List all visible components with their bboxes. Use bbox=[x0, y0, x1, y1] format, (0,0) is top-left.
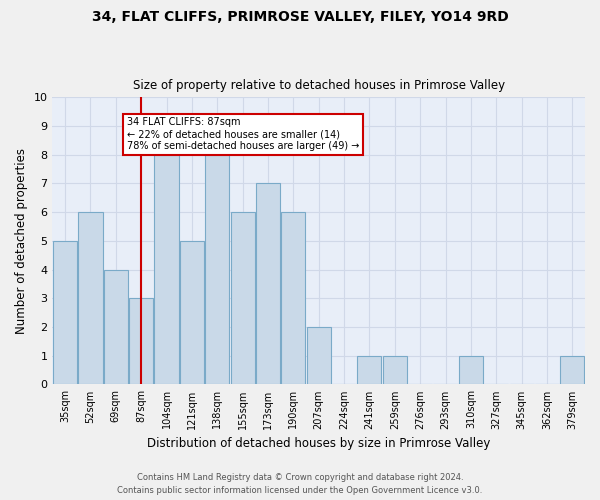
Bar bbox=[459, 356, 483, 384]
X-axis label: Distribution of detached houses by size in Primrose Valley: Distribution of detached houses by size … bbox=[147, 437, 490, 450]
Bar bbox=[383, 356, 407, 384]
Text: Contains HM Land Registry data © Crown copyright and database right 2024.
Contai: Contains HM Land Registry data © Crown c… bbox=[118, 474, 482, 495]
Bar bbox=[180, 241, 204, 384]
Bar bbox=[104, 270, 128, 384]
Bar bbox=[154, 155, 179, 384]
Title: Size of property relative to detached houses in Primrose Valley: Size of property relative to detached ho… bbox=[133, 79, 505, 92]
Bar bbox=[560, 356, 584, 384]
Bar bbox=[79, 212, 103, 384]
Bar bbox=[281, 212, 305, 384]
Bar bbox=[129, 298, 153, 384]
Text: 34, FLAT CLIFFS, PRIMROSE VALLEY, FILEY, YO14 9RD: 34, FLAT CLIFFS, PRIMROSE VALLEY, FILEY,… bbox=[92, 10, 508, 24]
Y-axis label: Number of detached properties: Number of detached properties bbox=[15, 148, 28, 334]
Bar bbox=[307, 327, 331, 384]
Bar bbox=[205, 155, 229, 384]
Bar bbox=[230, 212, 254, 384]
Bar bbox=[358, 356, 382, 384]
Text: 34 FLAT CLIFFS: 87sqm
← 22% of detached houses are smaller (14)
78% of semi-deta: 34 FLAT CLIFFS: 87sqm ← 22% of detached … bbox=[127, 118, 359, 150]
Bar bbox=[53, 241, 77, 384]
Bar bbox=[256, 184, 280, 384]
